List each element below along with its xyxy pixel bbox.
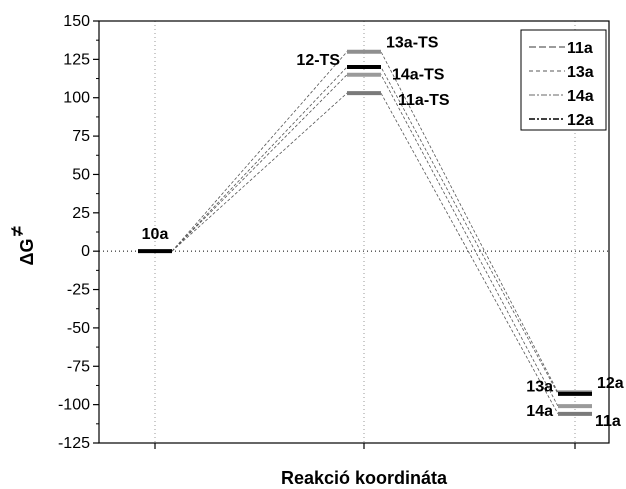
y-tick-label: 50 bbox=[72, 166, 90, 183]
connector-line-12a bbox=[171, 66, 559, 395]
y-tick-label: 100 bbox=[63, 90, 90, 107]
level-label-13a: 13a bbox=[526, 378, 553, 395]
level-label-12-TS: 12-TS bbox=[296, 52, 340, 69]
energy-levels-layer bbox=[138, 49, 592, 416]
legend-label-11a: 11a bbox=[567, 40, 593, 57]
legend-label-14a: 14a bbox=[567, 88, 594, 105]
level-label-14a-TS: 14a-TS bbox=[392, 67, 445, 84]
legend-label-13a: 13a bbox=[567, 64, 594, 81]
level-label-14a: 14a bbox=[526, 403, 553, 420]
connector-line-11a bbox=[171, 92, 559, 415]
level-label-10a: 10a bbox=[142, 226, 169, 243]
level-labels-layer: 10a 11a-TS 11a 13a-TS 13a 14a-TS 14a 12-TS 12a bbox=[142, 35, 624, 430]
y-axis-title: ΔG bbox=[17, 239, 37, 266]
y-tick-label: 150 bbox=[63, 13, 90, 30]
y-tick-label: -125 bbox=[58, 435, 90, 452]
level-label-13a-TS: 13a-TS bbox=[386, 35, 439, 52]
y-axis-title-superscript: ≠ bbox=[7, 226, 27, 236]
y-tick-label: -25 bbox=[67, 282, 90, 299]
legend: 11a 13a 14a 12a bbox=[520, 29, 607, 131]
x-axis-title: Reakció koordináta bbox=[281, 468, 448, 488]
legend-label-12a: 12a bbox=[567, 112, 594, 129]
level-label-11a: 11a bbox=[595, 413, 621, 430]
y-tick-label: -100 bbox=[58, 397, 90, 414]
y-tick-label: -50 bbox=[67, 320, 90, 337]
connector-line-13a bbox=[171, 51, 559, 393]
y-tick-label: 25 bbox=[72, 205, 90, 222]
y-tick-label: 75 bbox=[72, 128, 90, 145]
connector-line-14a bbox=[171, 74, 559, 407]
level-label-12a: 12a bbox=[597, 375, 624, 392]
axes-layer: 150 125 100 75 50 25 0 -25 -50 -75 -100 -125 bbox=[58, 13, 610, 452]
connector-lines-layer bbox=[171, 51, 559, 415]
y-tick-label: 125 bbox=[63, 51, 90, 68]
grid-layer bbox=[99, 21, 609, 443]
y-tick-label: -75 bbox=[67, 358, 90, 375]
level-label-11a-TS: 11a-TS bbox=[398, 92, 450, 109]
y-axis-title-group: ΔG ≠ bbox=[7, 226, 37, 265]
y-tick-label: 0 bbox=[81, 243, 90, 260]
